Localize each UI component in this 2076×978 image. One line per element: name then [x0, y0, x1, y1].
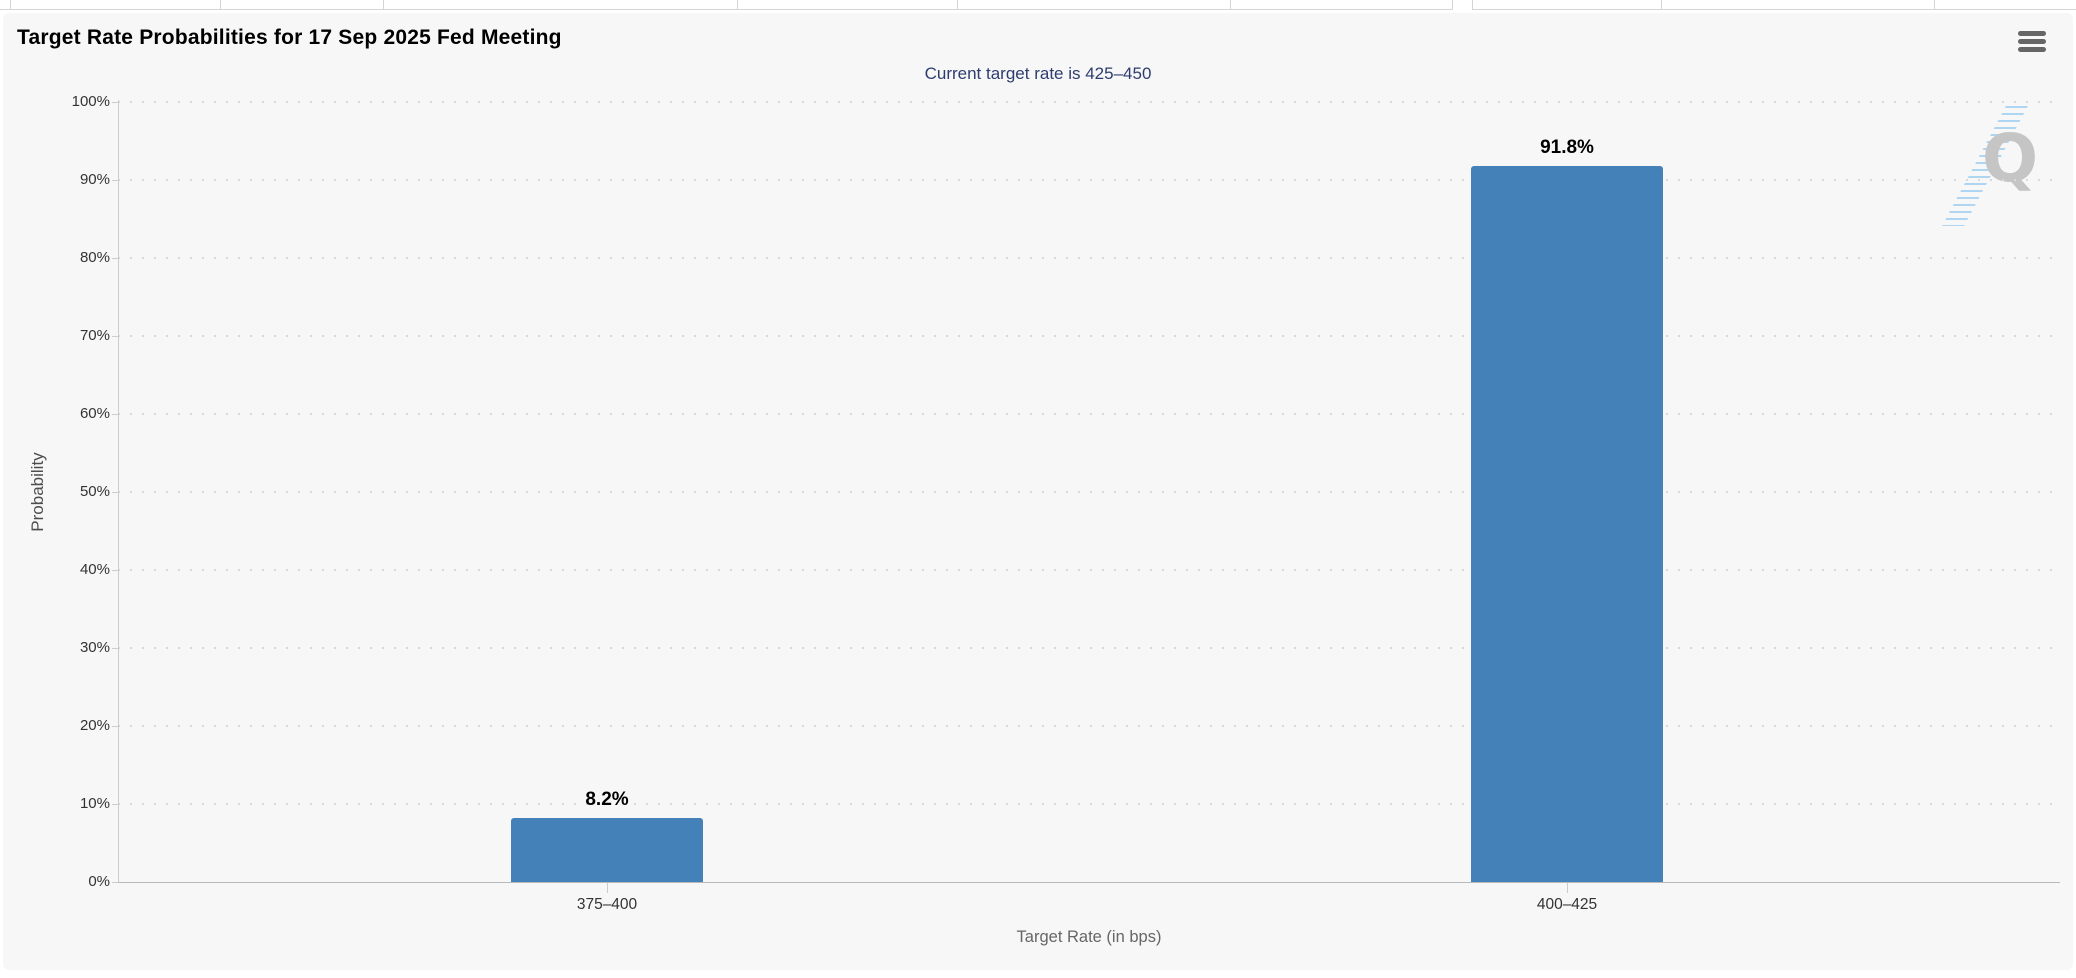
y-axis-tick-label: 90% [79, 171, 110, 188]
y-axis-line [118, 100, 119, 882]
tab-divider [957, 0, 958, 9]
y-axis-tick-label: 70% [79, 327, 110, 344]
hamburger-icon [2018, 47, 2046, 52]
gridline [118, 257, 2060, 259]
gridline [118, 491, 2060, 493]
y-axis-tick-label: 100% [71, 93, 110, 110]
bar-group-375-400: 8.2% [511, 789, 703, 882]
y-axis-tick-label: 30% [79, 639, 110, 656]
y-axis-tick [112, 804, 118, 805]
gridline [118, 647, 2060, 649]
y-axis-tick-label: 20% [79, 717, 110, 734]
y-axis-tick [112, 336, 118, 337]
gridline [118, 179, 2060, 181]
x-axis-title: Target Rate (in bps) [1016, 928, 1162, 946]
gridline [118, 725, 2060, 727]
bar-value-label: 91.8% [1540, 137, 1594, 158]
y-axis-tick [112, 102, 118, 103]
y-axis-title: Probability [28, 452, 47, 532]
y-axis-tick-label: 10% [79, 795, 110, 812]
probability-bar-375-400[interactable] [511, 818, 703, 882]
tab-divider [1661, 0, 1662, 9]
y-axis-tick [112, 726, 118, 727]
tab-divider [737, 0, 738, 9]
y-axis-tick [112, 492, 118, 493]
x-axis-tick-label: 400–425 [1536, 896, 1598, 913]
chart-subtitle: Current target rate is 425–450 [924, 64, 1152, 83]
y-axis-tick-label: 40% [79, 561, 110, 578]
hamburger-icon [2018, 39, 2046, 44]
gridline [118, 803, 2060, 805]
gridline [118, 569, 2060, 571]
bar-value-label: 8.2% [585, 789, 629, 810]
x-axis-tick [607, 883, 608, 893]
y-axis-tick-label: 60% [79, 405, 110, 422]
x-axis-line [118, 882, 2060, 883]
quikstrike-logo-icon: Q [1982, 120, 2039, 197]
y-axis-tick-label: 50% [79, 483, 110, 500]
tab-divider [220, 0, 221, 9]
chart-title: Target Rate Probabilities for 17 Sep 202… [17, 26, 562, 49]
y-axis-tick [112, 570, 118, 571]
tab-divider [10, 0, 11, 9]
y-axis-tick [112, 180, 118, 181]
y-axis-tick [112, 882, 118, 883]
y-axis-tick-label: 80% [79, 249, 110, 266]
tab-row-right[interactable] [1472, 0, 2076, 10]
gridline [118, 413, 2060, 415]
tab-divider [1230, 0, 1231, 9]
chart-context-menu-button[interactable] [2012, 24, 2052, 58]
probability-bar-400-425[interactable] [1471, 166, 1663, 882]
bar-group-400-425: 91.8% [1471, 137, 1663, 882]
y-axis-tick [112, 414, 118, 415]
x-axis-tick [1567, 883, 1568, 893]
gridline [118, 335, 2060, 337]
y-axis-tick [112, 258, 118, 259]
y-axis-tick [112, 648, 118, 649]
hamburger-icon [2018, 31, 2046, 36]
tab-divider [1934, 0, 1935, 9]
x-axis-tick-label: 375–400 [576, 896, 638, 913]
tab-divider [383, 0, 384, 9]
gridline [118, 101, 2060, 103]
y-axis-tick-label: 0% [88, 873, 110, 890]
tab-row-left[interactable] [0, 0, 1453, 10]
